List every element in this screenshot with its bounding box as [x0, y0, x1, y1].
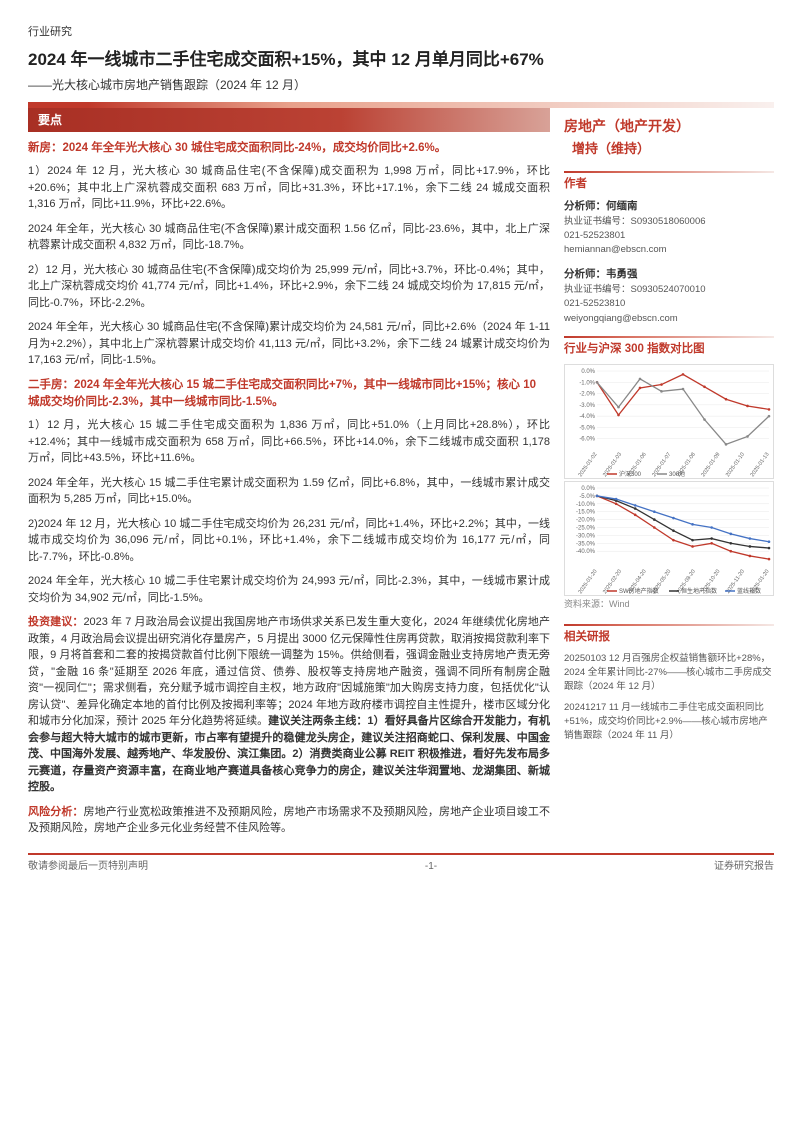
analyst-1: 分析师：何缅南 执业证书编号：S0930518060006 021-525238… — [564, 199, 774, 258]
svg-text:300地: 300地 — [669, 470, 685, 478]
paragraph: 2)2024 年 12 月，光大核心 10 城二手住宅成交均价为 26,231 … — [28, 516, 550, 566]
sector-name: 房地产（地产开发） — [564, 116, 774, 137]
analyst-cert: 执业证书编号：S0930524070010 — [564, 283, 774, 297]
svg-text:-2.0%: -2.0% — [579, 392, 595, 398]
side-divider — [564, 171, 774, 173]
related-report: 20250103 12 月百强房企权益销售额环比+28%，2024 全年累计同比… — [564, 652, 774, 695]
analyst-cert: 执业证书编号：S0930518060006 — [564, 215, 774, 229]
analyst-phone: 021-52523801 — [564, 229, 774, 243]
svg-text:0.0%: 0.0% — [581, 369, 595, 375]
paragraph: 1）2024 年 12 月，光大核心 30 城商品住宅(不含保障)成交面积为 1… — [28, 163, 550, 213]
footer-left: 敬请参阅最后一页特别声明 — [28, 859, 148, 874]
chart-title: 行业与沪深 300 指数对比图 — [564, 341, 774, 358]
side-divider — [564, 336, 774, 338]
analyst-2: 分析师：韦勇强 执业证书编号：S0930524070010 021-525238… — [564, 267, 774, 326]
analyst-role: 分析师：韦勇强 — [564, 267, 774, 283]
svg-text:-5.0%: -5.0% — [579, 494, 595, 500]
new-house-header: 新房：2024 年全年光大核心 30 城住宅成交面积同比-24%，成交均价同比+… — [28, 140, 550, 157]
svg-text:-5.0%: -5.0% — [579, 425, 595, 431]
page-number: -1- — [148, 859, 714, 874]
page-footer: 敬请参阅最后一页特别声明 -1- 证券研究报告 — [28, 853, 774, 874]
advice-body: 2023 年 7 月政治局会议提出我国房地产市场供求关系已发生重大变化，2024… — [28, 616, 550, 727]
related-label: 相关研报 — [564, 629, 774, 646]
svg-text:2025-01-13: 2025-01-13 — [750, 452, 771, 478]
paragraph: 2）12 月，光大核心 30 城商品住宅(不含保障)成交均价为 25,999 元… — [28, 262, 550, 312]
svg-text:0.0%: 0.0% — [581, 486, 595, 492]
paragraph: 2024 年全年，光大核心 30 城商品住宅(不含保障)累计成交均价为 24,5… — [28, 319, 550, 369]
page-title: 2024 年一线城市二手住宅成交面积+15%，其中 12 月单月同比+67% — [28, 47, 774, 73]
svg-text:2025-01-09: 2025-01-09 — [700, 452, 721, 478]
index-chart-2: 0.0% -5.0% -10.0% -15.0% -20.0% -25.0%-30.0% -… — [564, 481, 774, 596]
svg-text:-6.0%: -6.0% — [579, 437, 595, 443]
svg-text:2025-01-20: 2025-01-20 — [578, 569, 599, 595]
footer-right: 证券研究报告 — [714, 859, 774, 874]
index-chart-1: 0.0% -1.0% -2.0% -3.0% -4.0% -5.0% -6.0% 2025-0… — [564, 364, 774, 479]
second-house-header: 二手房：2024 年全年光大核心 15 城二手住宅成交面积同比+7%，其中一线城… — [28, 377, 550, 412]
svg-text:-25.0%: -25.0% — [576, 526, 596, 532]
advice-lead: 投资建议： — [28, 616, 83, 628]
analyst-phone: 021-52523810 — [564, 297, 774, 311]
subtitle: ——光大核心城市房地产销售跟踪（2024 年 12 月） — [28, 76, 774, 94]
svg-text:2025-01-10: 2025-01-10 — [725, 452, 746, 478]
svg-text:-15.0%: -15.0% — [576, 510, 596, 516]
paragraph: 2024 年全年，光大核心 30 城商品住宅(不含保障)累计成交面积 1.56 … — [28, 221, 550, 254]
risk-body: 房地产行业宽松政策推进不及预期风险，房地产市场需求不及预期风险，房地产企业项目竣… — [28, 806, 550, 835]
paragraph: 1）12 月，光大核心 15 城二手住宅成交面积为 1,836 万㎡，同比+51… — [28, 417, 550, 467]
svg-text:-20.0%: -20.0% — [576, 518, 596, 524]
chart-source: 资料来源：Wind — [564, 598, 774, 612]
svg-text:沪深300: 沪深300 — [619, 470, 642, 478]
svg-text:2025-01-02: 2025-01-02 — [578, 452, 599, 478]
rating: 增持（维持） — [564, 139, 774, 159]
analyst-email: hemiannan@ebscn.com — [564, 243, 774, 257]
svg-text:-40.0%: -40.0% — [576, 549, 596, 555]
svg-text:恒生地产指数: 恒生地产指数 — [681, 587, 717, 595]
svg-text:-3.0%: -3.0% — [579, 403, 595, 409]
risk-lead: 风险分析： — [28, 806, 84, 818]
svg-text:SW房地产指数: SW房地产指数 — [619, 587, 659, 595]
svg-text:-35.0%: -35.0% — [576, 541, 596, 547]
svg-text:-4.0%: -4.0% — [579, 414, 595, 420]
analyst-role: 分析师：何缅南 — [564, 199, 774, 215]
analyst-email: weiyongqiang@ebscn.com — [564, 312, 774, 326]
investment-advice: 投资建议：2023 年 7 月政治局会议提出我国房地产市场供求关系已发生重大变化… — [28, 614, 550, 796]
keypoints-header: 要点 — [28, 108, 550, 132]
related-report: 20241217 11 月一线城市二手住宅成交面积同比+51%，成交均价同比+2… — [564, 701, 774, 744]
authors-label: 作者 — [564, 176, 774, 193]
category: 行业研究 — [28, 24, 774, 41]
paragraph: 2024 年全年，光大核心 15 城二手住宅累计成交面积为 1.59 亿㎡，同比… — [28, 475, 550, 508]
svg-text:-1.0%: -1.0% — [579, 380, 595, 386]
svg-text:-10.0%: -10.0% — [576, 502, 596, 508]
svg-text:蓝线指数: 蓝线指数 — [737, 587, 761, 595]
risk-analysis: 风险分析：房地产行业宽松政策推进不及预期风险，房地产市场需求不及预期风险，房地产… — [28, 804, 550, 837]
side-divider — [564, 624, 774, 626]
paragraph: 2024 年全年，光大核心 10 城二手住宅累计成交均价为 24,993 元/㎡… — [28, 573, 550, 606]
svg-text:-30.0%: -30.0% — [576, 533, 596, 539]
